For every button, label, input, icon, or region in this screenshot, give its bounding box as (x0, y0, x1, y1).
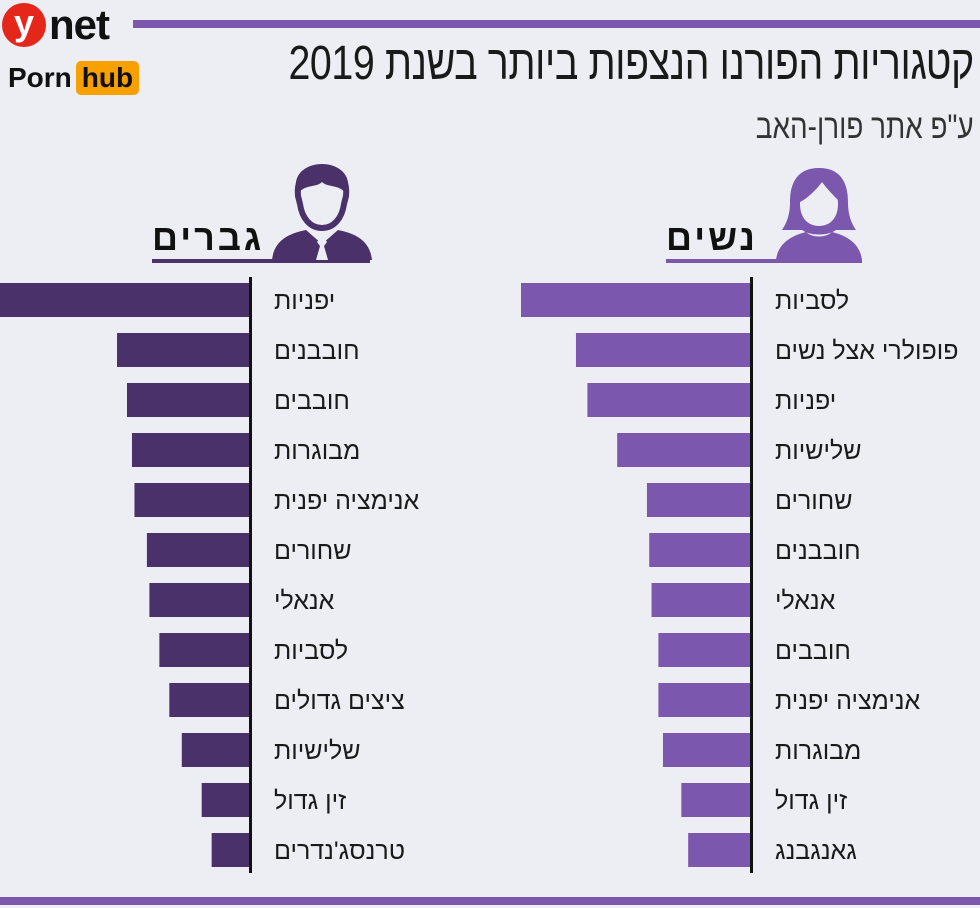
men-category-label: אנאלי (274, 587, 335, 615)
men-bar (146, 533, 249, 567)
men-category-label: אנימציה יפנית (274, 487, 420, 515)
women-bar (617, 433, 750, 467)
pornhub-logo-porn: Porn (8, 62, 72, 93)
women-bar (681, 783, 750, 817)
man-icon (272, 164, 372, 260)
women-bar (587, 383, 750, 417)
men-bar (0, 283, 249, 317)
women-category-label: שחורים (775, 487, 853, 515)
ynet-logo-y: y (2, 3, 46, 47)
women-category-label: חובבנים (775, 537, 861, 565)
women-category-label: פופולרי אצל נשים (775, 337, 958, 365)
men-bar (169, 683, 249, 717)
women-bar (646, 483, 750, 517)
women-bar (688, 833, 750, 867)
men-bar (131, 433, 249, 467)
women-bar (658, 683, 750, 717)
men-category-label: זין גדול (274, 787, 346, 815)
men-category-label: ציצים גדולים (274, 687, 405, 715)
women-category-label: שלישיות (775, 437, 862, 465)
ynet-logo: y net (2, 0, 110, 50)
women-category-label: זין גדול (775, 787, 847, 815)
woman-icon (776, 168, 862, 260)
women-bar (575, 333, 750, 367)
women-category-label: אנאלי (775, 587, 836, 615)
men-category-label: שלישיות (274, 737, 361, 765)
chart-title: קטגוריות הפורנו הנצפות ביותר בשנת 2019 (288, 37, 975, 90)
women-category-label: לסביות (775, 287, 849, 315)
women-category-label: יפניות (775, 387, 836, 415)
men-header-label: גברים (152, 217, 265, 258)
pornhub-logo: Porn hub (8, 58, 140, 98)
women-category-label: גאנגבנג (775, 837, 857, 865)
men-bar (201, 783, 249, 817)
women-bar (658, 633, 750, 667)
ynet-logo-net: net (49, 1, 110, 48)
men-bar (126, 383, 249, 417)
pornhub-logo-hub: hub (75, 61, 140, 95)
men-bar (159, 633, 249, 667)
chart-subtitle: ע"פ אתר פורן-האב (756, 108, 974, 146)
men-bar (149, 583, 249, 617)
men-header-underline (152, 259, 370, 263)
bottom-rule (0, 897, 980, 905)
women-bar (649, 533, 750, 567)
women-bar (651, 583, 750, 617)
men-category-label: חובבנים (274, 337, 360, 365)
men-category-label: מבוגרות (274, 437, 360, 465)
men-bar (211, 833, 249, 867)
men-bar (117, 333, 249, 367)
women-category-label: חובבים (775, 637, 851, 665)
men-category-label: לסביות (274, 637, 348, 665)
men-bar-group: יפניות חובבנים חובבים מבוגרות אנימציה יפנית ש… (0, 277, 420, 873)
women-header-label: נשים (666, 217, 758, 258)
men-category-label: יפניות (274, 287, 335, 315)
men-category-label: חובבים (274, 387, 350, 415)
women-header-underline (666, 259, 862, 263)
women-category-label: אנימציה יפנית (775, 687, 921, 715)
men-bar (181, 733, 249, 767)
men-category-label: טרנסג'נדרים (274, 837, 405, 865)
women-category-label: מבוגרות (775, 737, 861, 765)
women-bar-group: לסביות פופולרי אצל נשים יפניות שלישיות שחורי… (521, 277, 958, 873)
men-bar (134, 483, 249, 517)
top-rule (133, 20, 980, 28)
women-bar (662, 733, 750, 767)
men-category-label: שחורים (274, 537, 352, 565)
women-bar (521, 283, 750, 317)
